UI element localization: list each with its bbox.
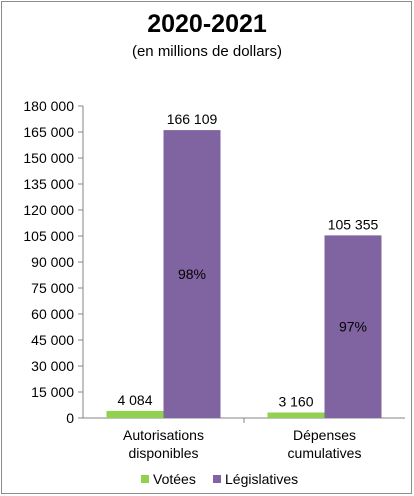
percent-label: 98% — [178, 266, 206, 282]
y-tick-label: 135 000 — [23, 176, 74, 192]
legend-swatch-votees — [141, 475, 149, 483]
legend-swatch-legislatives — [213, 475, 221, 483]
y-tick-label: 180 000 — [23, 98, 74, 114]
legend-item-votees: Votées — [141, 469, 196, 489]
y-tick-label: 165 000 — [23, 124, 74, 140]
legend-label-legislatives: Législatives — [225, 471, 299, 487]
category-label: Autorisations — [123, 427, 204, 443]
legend: Votées Législatives — [0, 469, 414, 489]
legend-item-legislatives: Législatives — [213, 469, 298, 489]
chart-title: 2020-2021 — [147, 10, 267, 38]
y-tick-label: 45 000 — [31, 332, 74, 348]
category-label: disponibles — [128, 445, 198, 461]
legend-label-votees: Votées — [153, 471, 196, 487]
y-tick-label: 30 000 — [31, 358, 74, 374]
data-label: 3 160 — [278, 394, 313, 410]
data-label: 105 355 — [328, 216, 379, 232]
bar-legislatives-0 — [163, 130, 221, 418]
data-label: 4 084 — [117, 392, 152, 408]
chart-subtitle: (en millions de dollars) — [131, 43, 283, 60]
y-tick-label: 105 000 — [23, 228, 74, 244]
y-tick-label: 150 000 — [23, 150, 74, 166]
percent-label: 97% — [339, 319, 367, 335]
y-tick-label: 120 000 — [23, 202, 74, 218]
y-tick-label: 15 000 — [31, 384, 74, 400]
bar-legislatives-1 — [324, 235, 382, 418]
bar-votees-0 — [106, 410, 164, 418]
y-tick-label: 60 000 — [31, 306, 74, 322]
category-label: cumulatives — [288, 445, 362, 461]
y-tick-label: 90 000 — [31, 254, 74, 270]
y-tick-label: 75 000 — [31, 280, 74, 296]
bar-votees-1 — [267, 412, 325, 418]
data-label: 166 109 — [167, 111, 218, 127]
y-tick-label: 0 — [66, 410, 74, 426]
category-label: Dépenses — [293, 427, 356, 443]
